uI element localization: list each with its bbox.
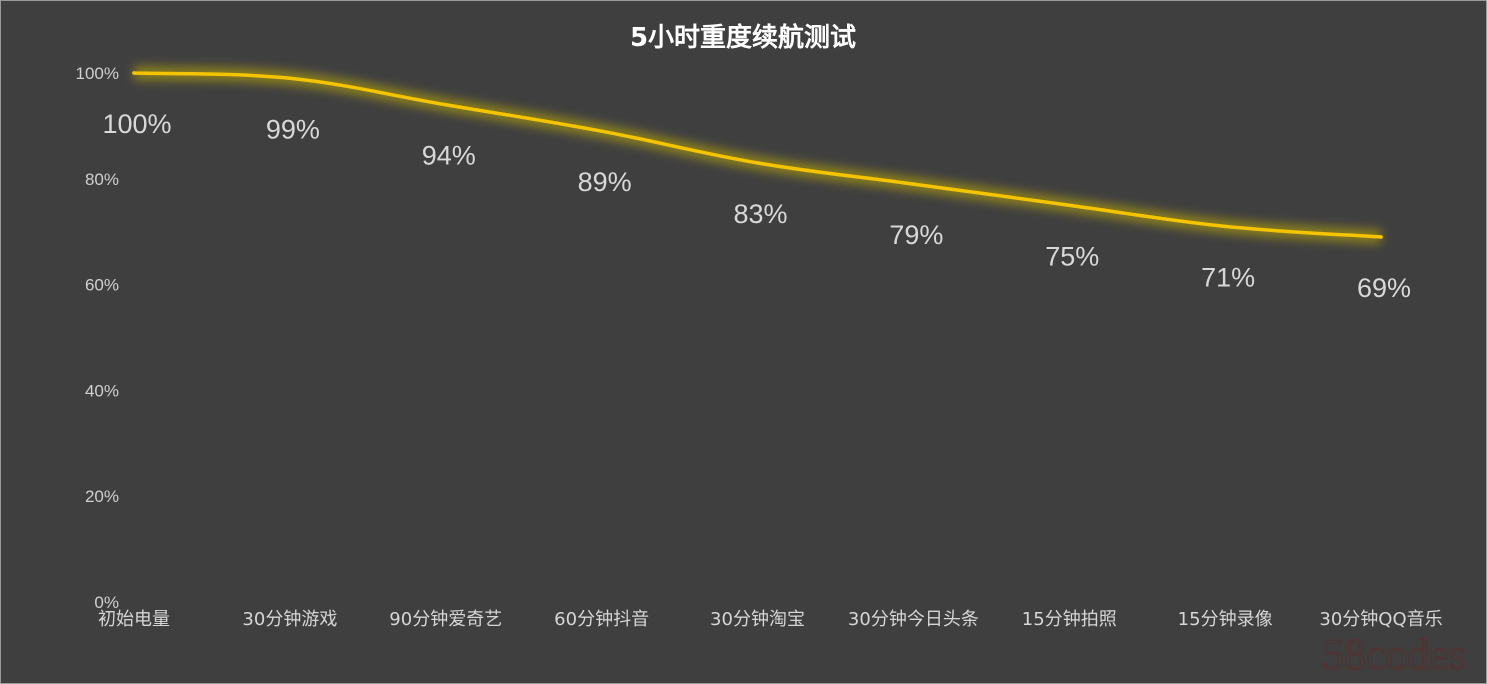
x-tick-label: 30分钟今日头条 bbox=[848, 609, 979, 630]
data-point bbox=[1379, 235, 1383, 239]
y-tick-label: 20% bbox=[85, 487, 119, 506]
data-label: 94% bbox=[422, 141, 476, 171]
x-tick-label: 30分钟淘宝 bbox=[710, 609, 805, 630]
y-axis: 0% 20% 40% 60% 80% 100% bbox=[76, 64, 119, 612]
x-tick-label: 15分钟录像 bbox=[1178, 609, 1273, 630]
data-label: 79% bbox=[889, 220, 943, 250]
data-point bbox=[288, 76, 292, 81]
data-label: 89% bbox=[578, 167, 632, 197]
x-axis: 初始电量 30分钟游戏 90分钟爱奇艺 60分钟抖音 30分钟淘宝 30分钟今日头条 15分… bbox=[98, 609, 1443, 630]
y-tick-label: 0% bbox=[94, 593, 119, 612]
x-tick-label: 90分钟爱奇艺 bbox=[389, 609, 502, 630]
data-point bbox=[755, 161, 760, 165]
data-label: 75% bbox=[1045, 241, 1099, 271]
x-tick-label: 30分钟游戏 bbox=[242, 609, 337, 630]
chart-title: 5小时重度续航测试 bbox=[630, 22, 856, 53]
data-point bbox=[132, 71, 136, 75]
y-tick-label: 100% bbox=[76, 64, 119, 83]
data-label: 99% bbox=[266, 114, 320, 144]
data-point bbox=[599, 129, 604, 133]
watermark: 58codes bbox=[1322, 630, 1466, 679]
x-tick-label: 初始电量 bbox=[98, 609, 170, 630]
y-tick-label: 80% bbox=[85, 170, 119, 189]
x-tick-label: 60分钟抖音 bbox=[554, 609, 649, 630]
data-label: 83% bbox=[733, 199, 787, 229]
data-labels: 100% 99% 94% 89% 83% 79% 75% 71% 69% bbox=[102, 109, 1411, 303]
x-tick-label: 15分钟拍照 bbox=[1022, 609, 1117, 630]
data-point bbox=[443, 102, 448, 107]
data-point bbox=[1223, 224, 1227, 229]
y-tick-label: 60% bbox=[85, 276, 119, 295]
data-point bbox=[1067, 203, 1072, 208]
series-group bbox=[132, 66, 1383, 244]
data-point bbox=[911, 182, 916, 186]
data-label: 71% bbox=[1201, 262, 1255, 292]
data-label: 69% bbox=[1357, 273, 1411, 303]
x-tick-label: 30分钟QQ音乐 bbox=[1319, 609, 1442, 630]
y-tick-label: 40% bbox=[85, 381, 119, 400]
data-label: 100% bbox=[102, 109, 171, 139]
